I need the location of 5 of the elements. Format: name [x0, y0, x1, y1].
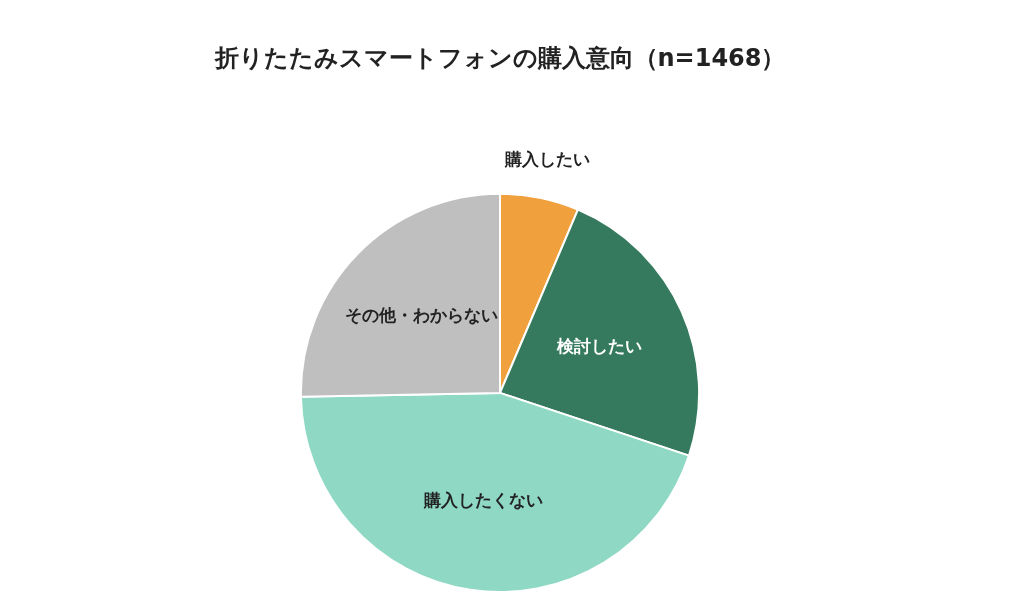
slice-label: 購入したくない	[423, 489, 544, 510]
chart-title: 折りたたみスマートフォンの購入意向（n=1468）	[213, 43, 786, 72]
slice-label: 検討したい	[556, 336, 643, 357]
slice-label: 購入したい	[503, 149, 590, 169]
slice-label: その他・わからない	[345, 304, 499, 325]
